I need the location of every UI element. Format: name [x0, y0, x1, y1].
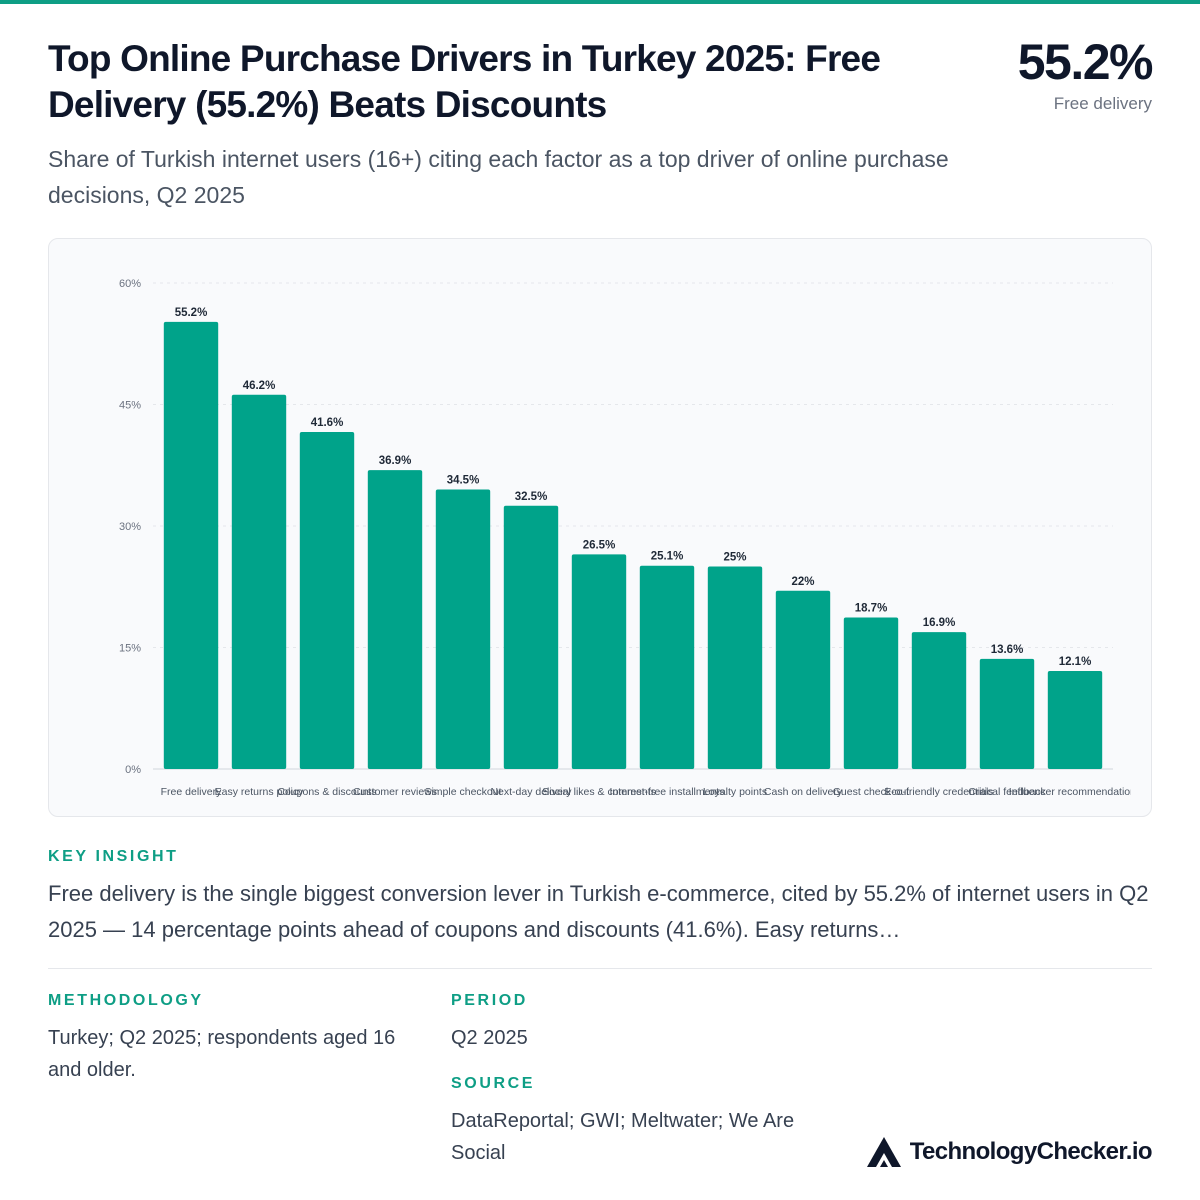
kpi-label: Free delivery: [1053, 94, 1152, 113]
bar: [503, 505, 559, 769]
period-text: Q2 2025: [451, 1027, 528, 1049]
x-tick-label: Interest-free installments: [610, 786, 725, 798]
bar: [843, 617, 899, 769]
data-label: 41.6%: [311, 417, 344, 429]
triangle-logo-icon: [866, 1137, 901, 1167]
chart-card: 0% 15% 30% 45% 60% 55.2% Free delivery 46.2% Eas…: [48, 238, 1152, 817]
source-label: SOURCE: [451, 1075, 536, 1092]
bar: [231, 394, 287, 769]
x-tick-label: Easy returns policy: [215, 786, 304, 798]
bar-chart: 0% 15% 30% 45% 60% 55.2% Free delivery 46.2% Eas…: [119, 278, 1142, 798]
period-label: PERIOD: [451, 992, 528, 1009]
y-tick-label: 45%: [119, 400, 141, 412]
y-tick-label: 30%: [119, 521, 141, 533]
bar: [639, 565, 695, 769]
data-label: 46.2%: [243, 380, 276, 392]
source-text: DataReportal; GWI; Meltwater; We Are Soc…: [451, 1110, 795, 1164]
insight-text: Free delivery is the single biggest conv…: [48, 881, 1149, 942]
data-label: 36.9%: [379, 455, 412, 467]
x-tick-label: Critical feedback: [968, 786, 1046, 798]
bar: [163, 321, 219, 769]
bar: [775, 590, 831, 769]
data-label: 26.5%: [583, 539, 616, 551]
x-tick-label: Coupons & discounts: [277, 786, 376, 798]
x-tick-label: Free delivery: [161, 786, 222, 798]
brand-logo: TechnologyChecker.io: [866, 1136, 1153, 1168]
insight-label: KEY INSIGHT: [48, 848, 179, 865]
x-tick-label: Influencer recommendations: [1009, 786, 1142, 798]
bar: [979, 658, 1035, 769]
x-tick-label: Loyalty points: [703, 786, 767, 798]
kpi-highlight: 55.2% Free delivery: [1017, 34, 1154, 114]
bar: [1047, 670, 1103, 769]
data-label: 13.6%: [991, 644, 1024, 656]
x-tick-label: Customer reviews: [353, 786, 437, 798]
data-label: 25.1%: [651, 551, 684, 563]
data-label: 55.2%: [175, 307, 208, 319]
data-label: 22%: [791, 576, 814, 588]
y-tick-label: 60%: [119, 278, 141, 290]
y-tick-label: 15%: [119, 643, 141, 655]
bar: [435, 489, 491, 769]
page-subtitle: Share of Turkish internet users (16+) ci…: [48, 146, 949, 208]
x-tick-label: Cash on delivery: [764, 786, 843, 798]
data-label: 18.7%: [855, 603, 888, 615]
data-label: 16.9%: [923, 617, 956, 629]
brand-name: TechnologyChecker.io: [909, 1138, 1153, 1165]
top-accent-rule: [0, 0, 1200, 4]
bar: [571, 554, 627, 769]
x-tick-label: Next-day delivery: [490, 786, 572, 798]
data-label: 34.5%: [447, 475, 480, 487]
kpi-value: 55.2%: [1017, 34, 1154, 90]
x-tick-label: Social likes & comments: [542, 786, 656, 798]
bar: [911, 632, 967, 769]
bar: [299, 432, 355, 769]
data-label: 25%: [723, 552, 746, 564]
data-label: 12.1%: [1059, 656, 1092, 668]
section-divider: [48, 968, 1152, 969]
data-label: 32.5%: [515, 491, 548, 503]
x-tick-label: Simple checkout: [424, 786, 501, 798]
y-tick-label: 0%: [125, 764, 141, 776]
bar: [367, 470, 423, 769]
x-tick-label: Eco-friendly credentials: [884, 786, 993, 798]
methodology-text: Turkey; Q2 2025; respondents aged 16 and…: [48, 1027, 396, 1081]
methodology-label: METHODOLOGY: [48, 992, 204, 1009]
page-title: Top Online Purchase Drivers in Turkey 20…: [48, 38, 881, 125]
bar: [707, 566, 763, 769]
x-tick-label: Guest check-out: [833, 786, 910, 798]
